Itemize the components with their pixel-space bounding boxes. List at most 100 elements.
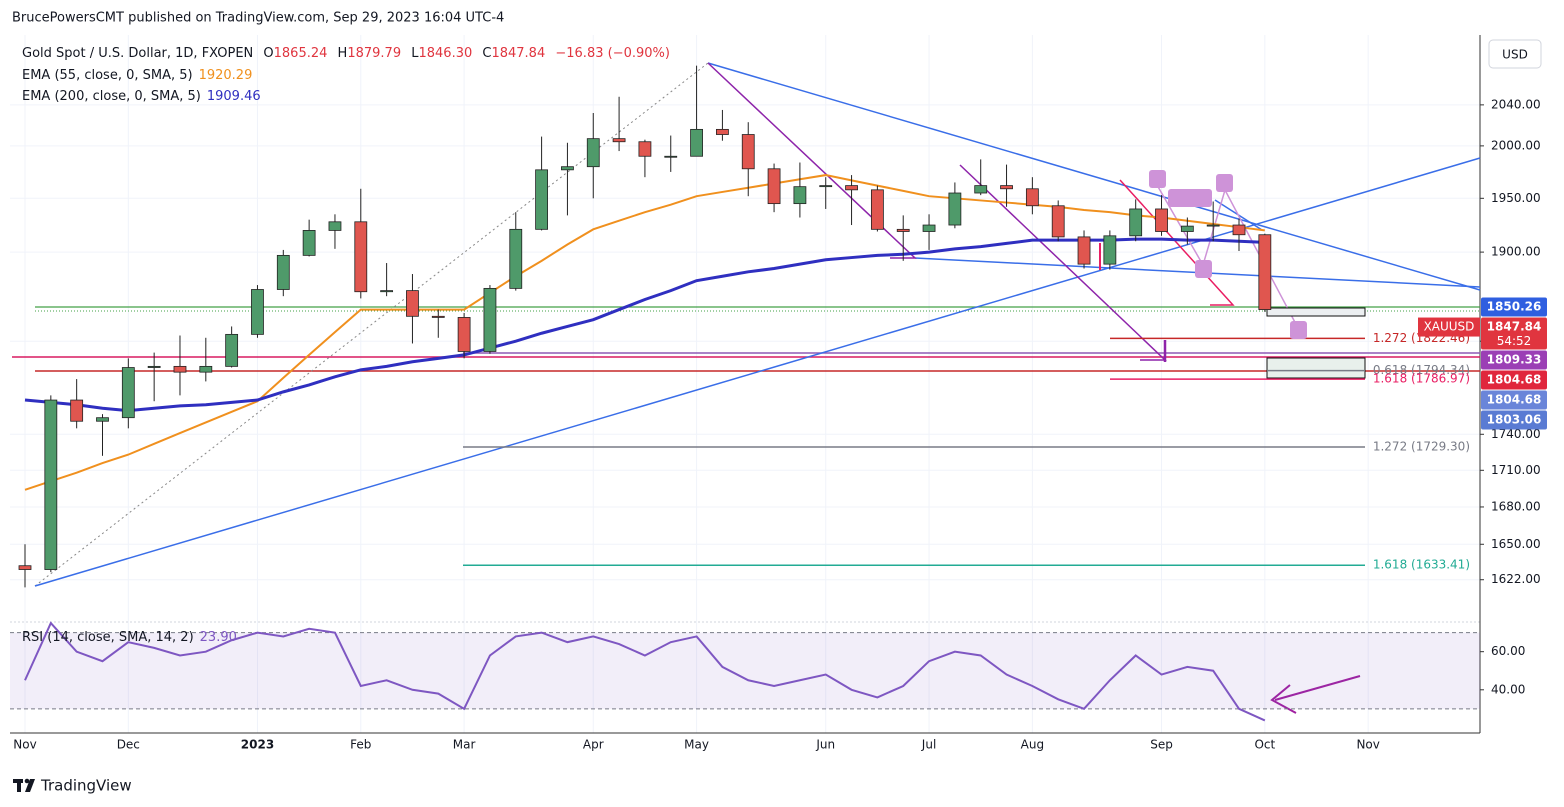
x-tick-label: Feb <box>350 738 371 752</box>
y-tick-label: 1900.00 <box>1491 245 1541 259</box>
x-tick-label: Jul <box>921 738 936 752</box>
candle-body <box>896 228 910 232</box>
x-tick-label: Aug <box>1021 738 1044 752</box>
candle-body <box>561 166 574 171</box>
ema-value: 1920.29 <box>199 68 253 83</box>
candle-body <box>819 185 833 188</box>
ema-legend: EMA (200, close, 0, SMA, 5) 1909.46 <box>22 89 261 104</box>
x-tick-label: Mar <box>453 738 476 752</box>
candle-body <box>328 221 342 231</box>
ohlc-key: C <box>482 46 491 61</box>
ohlc-value: 1865.24 <box>274 46 328 61</box>
candle-body <box>44 399 58 570</box>
rsi-arrow <box>1274 675 1361 701</box>
candle-body <box>173 365 187 373</box>
candle-body <box>845 185 858 191</box>
price-tag <box>1481 370 1547 390</box>
price-tag-label: 1847.84 <box>1487 320 1542 334</box>
rsi-line <box>24 621 1266 722</box>
price-tag-label: 1804.68 <box>1487 373 1542 387</box>
candle-body <box>1129 208 1143 237</box>
rsi-tick-label: 40.00 <box>1491 682 1525 696</box>
price-tag <box>1481 350 1547 370</box>
ema-value: 1909.46 <box>207 89 261 104</box>
ohlc-key: L <box>411 46 419 61</box>
fib-label: 1.618 (1786.97) <box>1373 372 1470 386</box>
candle-body <box>1077 236 1091 265</box>
candle-body <box>302 230 316 256</box>
symbol: Gold Spot / U.S. Dollar, 1D, FXOPEN <box>22 46 253 61</box>
footer-brand: TradingView <box>40 777 132 795</box>
ratio-box <box>1168 189 1212 207</box>
candle-body <box>870 189 884 230</box>
symbol-tag <box>1418 317 1480 337</box>
candle-body <box>276 254 290 290</box>
grid <box>10 35 1480 733</box>
candle-body <box>70 399 84 422</box>
candle-body <box>612 138 626 143</box>
candle-body <box>199 365 213 373</box>
candle-body <box>18 565 32 570</box>
candle-body <box>716 128 729 135</box>
candle-body <box>1000 185 1013 190</box>
candle-body <box>251 289 264 335</box>
candle-body <box>457 317 471 352</box>
candle-body <box>535 169 548 230</box>
target-box <box>1266 307 1366 317</box>
candle-body <box>147 365 161 368</box>
candle-body <box>380 290 394 293</box>
candle-body <box>974 185 988 194</box>
fib-label: 0.618 (1794.34) <box>1373 363 1470 377</box>
candle-body <box>431 315 445 318</box>
countdown: 54:52 <box>1497 334 1532 348</box>
x-tick-label: Dec <box>117 738 140 752</box>
candle-body <box>509 228 523 289</box>
candle-body <box>1025 188 1039 207</box>
trend-line <box>707 62 1481 291</box>
candle-body <box>1103 235 1117 265</box>
price-tag-label: 1804.68 <box>1487 393 1542 407</box>
rsi-value: 23.90 <box>200 630 237 645</box>
candle-body <box>741 134 755 170</box>
abc-line <box>707 62 917 259</box>
candle-body <box>793 186 807 205</box>
x-tick-label: 2023 <box>241 738 274 752</box>
fib-label: 1.272 (1729.30) <box>1373 440 1470 454</box>
candle-body <box>638 141 652 157</box>
rsi-legend: RSI (14, close, SMA, 14, 2) 23.90 <box>22 630 237 645</box>
point-box <box>1290 321 1307 339</box>
rsi-band <box>10 632 1480 709</box>
ohlc-key: H <box>338 46 348 61</box>
y-tick-label: 1740.00 <box>1491 427 1541 441</box>
point-box <box>1216 174 1233 192</box>
publisher: BrucePowersCMT published on TradingView.… <box>12 11 504 26</box>
rsi-name: RSI (14, close, SMA, 14, 2) <box>22 630 194 645</box>
candle-body <box>690 128 703 157</box>
candle-body <box>1206 224 1220 227</box>
currency-button[interactable] <box>1488 39 1542 69</box>
change: −16.83 (−0.90%) <box>555 46 670 61</box>
ema-name: EMA (200, close, 0, SMA, 5) <box>22 89 201 104</box>
x-tick-label: Nov <box>1356 738 1379 752</box>
y-tick-label: 1680.00 <box>1491 499 1541 513</box>
point-box <box>1149 170 1166 188</box>
candle-body <box>767 168 781 205</box>
y-tick-label: 1710.00 <box>1491 463 1541 477</box>
currency[interactable]: USD <box>1502 48 1528 62</box>
candle-body <box>96 417 109 422</box>
y-tick-label: 2000.00 <box>1491 138 1541 152</box>
candle-body <box>922 224 936 232</box>
symbol-tag-label: XAUUSD <box>1424 320 1475 334</box>
candle-body <box>1258 234 1272 310</box>
logo-part <box>24 778 30 784</box>
y-tick-label: 2040.00 <box>1491 97 1541 111</box>
price-tag-label: 1809.33 <box>1487 353 1542 367</box>
candle-body <box>354 221 368 293</box>
fib-label: 1.618 (1633.41) <box>1373 558 1470 572</box>
x-tick-label: Oct <box>1254 738 1275 752</box>
candle-body <box>1180 225 1194 232</box>
ohlc-key: O <box>263 46 273 61</box>
price-tag <box>1481 390 1547 410</box>
x-tick-label: Jun <box>815 738 835 752</box>
